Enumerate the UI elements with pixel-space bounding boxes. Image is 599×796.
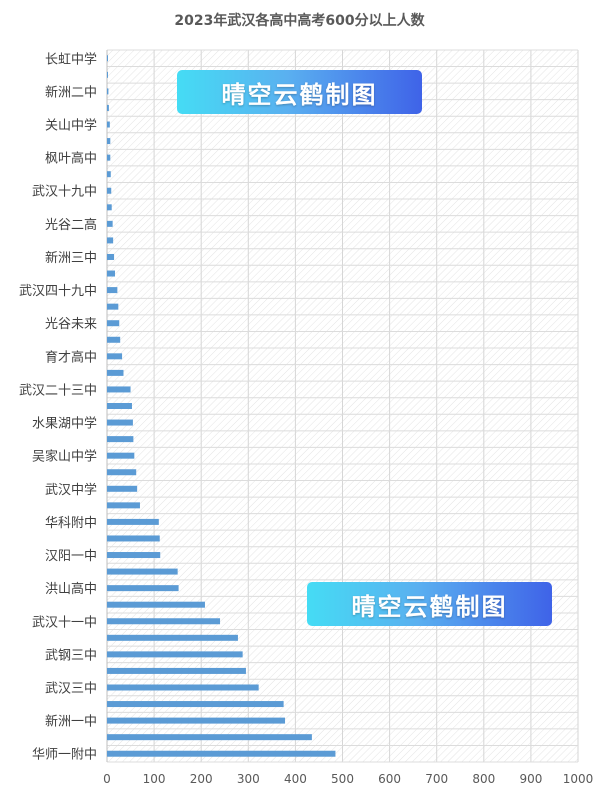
bars (107, 55, 336, 757)
bar (107, 568, 178, 575)
bar (107, 750, 336, 757)
x-tick-labels: 0 100 200 300 400 500 600 700 800 900 1000 (103, 772, 593, 786)
bar (107, 618, 221, 625)
bar (107, 684, 259, 691)
bar (107, 237, 114, 244)
bar (107, 419, 133, 426)
watermark-top: 晴空云鹤制图 (177, 70, 422, 114)
bar (107, 734, 312, 741)
x-tick-label: 1000 (563, 772, 594, 786)
bar (107, 303, 119, 310)
category-label: 枫叶高中 (45, 151, 97, 167)
bar (107, 204, 112, 211)
x-tick-label: 200 (190, 772, 213, 786)
category-label: 长虹中学 (45, 51, 97, 67)
category-label: 华科附中 (45, 516, 97, 531)
bar (107, 403, 132, 409)
category-label: 水果湖中学 (32, 416, 97, 432)
category-label: 光谷二高 (45, 217, 97, 233)
x-tick-label: 0 (103, 772, 111, 786)
category-label: 华师一附中 (32, 748, 97, 763)
bar (107, 104, 109, 111)
category-label: 汉阳一中 (45, 549, 97, 564)
bar (107, 502, 140, 509)
x-tick-label: 300 (237, 772, 260, 786)
category-label: 武钢三中 (45, 648, 97, 663)
x-tick-label: 900 (519, 772, 542, 786)
category-label: 新洲一中 (45, 714, 97, 730)
category-label: 洪山高中 (45, 581, 97, 597)
category-label: 关山中学 (45, 118, 97, 134)
bar (107, 651, 243, 658)
category-label: 光谷未来 (45, 317, 97, 332)
category-label: 新洲二中 (45, 84, 97, 100)
category-label: 吴家山中学 (32, 449, 97, 465)
bar (107, 253, 115, 260)
bar (107, 436, 134, 443)
x-tick-label: 700 (425, 772, 448, 786)
category-label: 武汉三中 (45, 681, 97, 696)
x-tick-label: 100 (143, 772, 166, 786)
bar (107, 469, 137, 476)
bar (107, 585, 179, 592)
category-labels: 长虹中学新洲二中关山中学枫叶高中武汉十九中光谷二高新洲三中武汉四十九中光谷未来育… (19, 51, 97, 762)
bar (107, 717, 286, 724)
category-label: 武汉四十九中 (19, 284, 97, 299)
bar (107, 55, 108, 62)
bar (107, 154, 111, 161)
x-tick-label: 600 (378, 772, 401, 786)
watermark-bottom: 晴空云鹤制图 (307, 582, 552, 626)
chart-title: 2023年武汉各高中高考600分以上人数 (174, 13, 425, 29)
bar (107, 71, 108, 78)
bar (107, 667, 246, 674)
bar (107, 220, 113, 227)
bar (107, 353, 123, 360)
x-tick-label: 800 (472, 772, 495, 786)
category-label: 武汉二十三中 (19, 383, 97, 398)
bar (107, 320, 120, 327)
x-tick-label: 400 (284, 772, 307, 786)
category-label: 育才高中 (45, 349, 97, 365)
bar (107, 336, 121, 343)
bar (107, 552, 161, 559)
category-label: 武汉十九中 (32, 185, 97, 200)
bar (107, 270, 116, 277)
bar (107, 518, 159, 525)
bar (107, 634, 238, 641)
bar (107, 701, 284, 708)
category-label: 新洲三中 (45, 250, 97, 266)
bar (107, 287, 118, 294)
bar (107, 452, 135, 459)
bar (107, 171, 111, 178)
bar (107, 121, 110, 128)
bar (107, 535, 160, 542)
bar (107, 138, 111, 145)
bar (107, 187, 112, 194)
bar (107, 485, 138, 492)
bar (107, 88, 109, 95)
category-label: 武汉十一中 (32, 615, 97, 630)
bar (107, 369, 124, 376)
category-label: 武汉中学 (45, 482, 97, 498)
bar (107, 386, 131, 393)
bar (107, 601, 205, 608)
x-tick-label: 500 (331, 772, 354, 786)
